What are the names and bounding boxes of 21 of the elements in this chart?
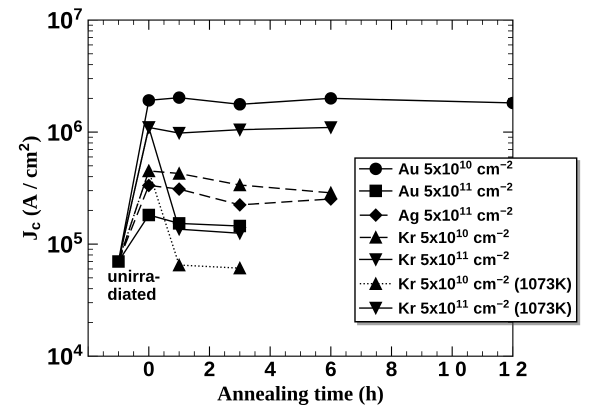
x-axis-title: Annealing time (h) xyxy=(217,386,383,406)
x-tick-label: 8 xyxy=(386,362,397,376)
x-tick-label: 2 xyxy=(204,362,214,376)
x-tick-label: 1 0 xyxy=(439,362,466,376)
legend-label: Kr 5x10$^{11}$ cm$^{−2}$ xyxy=(399,251,509,266)
x-tick-label: 1 2 xyxy=(500,362,527,376)
annotation: unirra- diated xyxy=(108,270,160,300)
x-tick-label: 6 xyxy=(326,362,336,376)
y-tick-label: 10$^{5}$ xyxy=(48,232,82,253)
x-tick-label: 4 xyxy=(264,362,276,376)
legend-label: Kr 5x10$^{10}$ cm$^{−2}$ (1073K) xyxy=(399,276,572,293)
legend-label: Au 5x10$^{11}$ cm$^{−2}$ xyxy=(398,182,512,197)
legend-label: Ag 5x10$^{11}$ cm$^{−2}$ xyxy=(398,206,512,224)
y-tick-label: 10$^{7}$ xyxy=(48,8,82,29)
legend-label: Kr 5x10$^{10}$ cm$^{−2}$ xyxy=(399,229,509,244)
legend-label: Kr 5x10$^{11}$ cm$^{−2}$ (1073K) xyxy=(399,300,572,317)
y-tick-label: 10$^{4}$ xyxy=(48,344,82,365)
x-tick-label: 0 xyxy=(144,362,154,376)
y-axis-title: J$_{c}$ (A / cm$^{2}$) xyxy=(18,136,42,240)
y-tick-label: 10$^{6}$ xyxy=(48,120,82,141)
legend-label: Au 5x10$^{10}$ cm$^{−2}$ xyxy=(398,160,512,175)
